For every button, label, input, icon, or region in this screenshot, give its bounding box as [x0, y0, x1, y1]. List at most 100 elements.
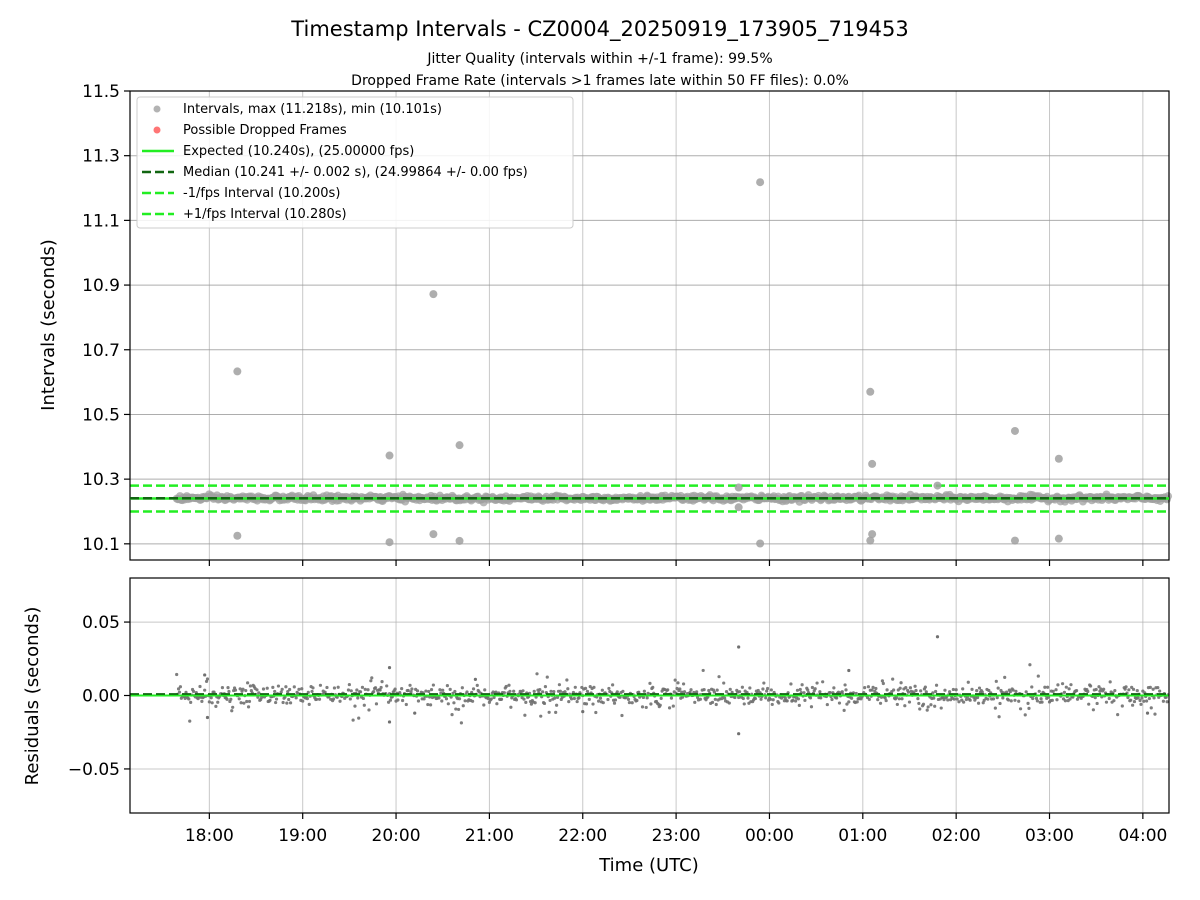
residual-point — [620, 713, 624, 718]
residual-point — [682, 690, 687, 694]
residual-point — [1107, 696, 1111, 701]
residual-point — [244, 688, 248, 693]
residual-point — [332, 686, 337, 690]
residual-point — [960, 698, 964, 702]
residual-point — [957, 700, 961, 704]
residual-point — [855, 700, 859, 704]
residual-point — [548, 698, 552, 703]
residual-point — [975, 689, 979, 693]
residual-point — [1144, 699, 1149, 703]
residual-point — [728, 687, 732, 691]
residual-point — [659, 696, 663, 701]
residual-point — [1026, 701, 1030, 705]
residual-point — [348, 697, 352, 701]
interval-outlier-point — [455, 441, 464, 450]
intervals-panel: 10.1 10.3 10.5 10.7 10.9 11.1 11.3 11.5 Interva… — [38, 82, 1173, 566]
residual-point — [1086, 689, 1090, 694]
residual-point — [552, 690, 556, 694]
residual-point — [892, 688, 896, 692]
residual-point — [437, 696, 441, 700]
residual-point — [695, 690, 699, 694]
residuals-y-tick-label: 0.05 — [82, 613, 120, 633]
residual-point — [764, 696, 768, 700]
residual-point — [962, 700, 966, 704]
legend-label-expected: Expected (10.240s), (25.00000 fps) — [183, 144, 414, 159]
residual-point — [976, 701, 981, 705]
residual-point — [640, 705, 645, 709]
x-tick-label: 01:00 — [838, 826, 887, 846]
residual-point — [943, 688, 947, 692]
residual-point — [916, 697, 920, 701]
residual-point — [1124, 685, 1128, 689]
residual-point — [870, 688, 874, 692]
residual-point — [1129, 698, 1133, 702]
residual-point — [899, 681, 903, 685]
residual-point — [720, 697, 724, 701]
residual-point — [175, 672, 179, 677]
residual-point — [968, 698, 972, 702]
residual-point — [483, 688, 487, 692]
residual-point — [358, 690, 363, 694]
residual-point — [923, 685, 927, 689]
residual-point — [1068, 697, 1072, 701]
residual-point — [379, 685, 383, 690]
residual-point — [555, 695, 560, 699]
residual-point — [1024, 690, 1028, 694]
residual-point — [1037, 689, 1041, 693]
residual-point — [1043, 685, 1047, 689]
residual-point — [427, 689, 431, 694]
residual-point — [400, 698, 405, 703]
residual-point — [800, 683, 804, 687]
residual-point — [292, 685, 296, 689]
residual-point — [210, 701, 214, 705]
residual-point — [274, 697, 279, 701]
residual-point — [558, 689, 562, 693]
residual-point — [673, 678, 677, 682]
residual-point — [305, 697, 309, 701]
residual-point — [942, 698, 946, 702]
residual-point — [832, 686, 836, 690]
interval-outlier-point — [385, 451, 394, 460]
residual-point — [1139, 702, 1143, 706]
residual-point — [863, 686, 867, 690]
residual-point — [835, 696, 839, 700]
residual-point — [363, 687, 367, 691]
residual-point — [680, 690, 684, 694]
residual-point — [871, 685, 875, 689]
residual-point — [1147, 696, 1151, 701]
residual-point — [1135, 689, 1139, 693]
residual-point — [883, 696, 887, 700]
residual-point — [818, 690, 822, 694]
residual-point — [689, 688, 693, 692]
residual-point — [386, 700, 391, 704]
residual-point — [431, 683, 435, 687]
legend-marker-dropped — [153, 126, 161, 134]
residual-point — [209, 696, 213, 700]
residual-point — [545, 675, 549, 679]
residual-point — [460, 686, 464, 690]
residual-point — [918, 707, 922, 711]
residual-point — [908, 686, 913, 690]
residual-point — [216, 700, 220, 704]
intervals-y-axis-label: Intervals (seconds) — [38, 239, 59, 411]
residual-point — [200, 699, 204, 703]
residual-point — [789, 682, 793, 686]
residual-point — [842, 708, 846, 712]
residual-point — [456, 707, 461, 712]
residual-point — [793, 699, 798, 703]
residual-point — [884, 698, 888, 703]
residual-point — [785, 699, 789, 703]
x-axis-label: Time (UTC) — [598, 855, 699, 876]
residual-point — [452, 701, 456, 705]
residual-point — [1034, 696, 1039, 700]
residual-point — [440, 699, 444, 703]
residual-point — [986, 697, 990, 701]
residual-point — [891, 677, 895, 681]
residual-point — [1035, 699, 1039, 703]
residual-point — [598, 696, 603, 700]
residual-point — [837, 701, 842, 705]
residual-point — [569, 697, 574, 701]
residual-point — [806, 688, 810, 692]
residual-point — [1039, 697, 1043, 701]
